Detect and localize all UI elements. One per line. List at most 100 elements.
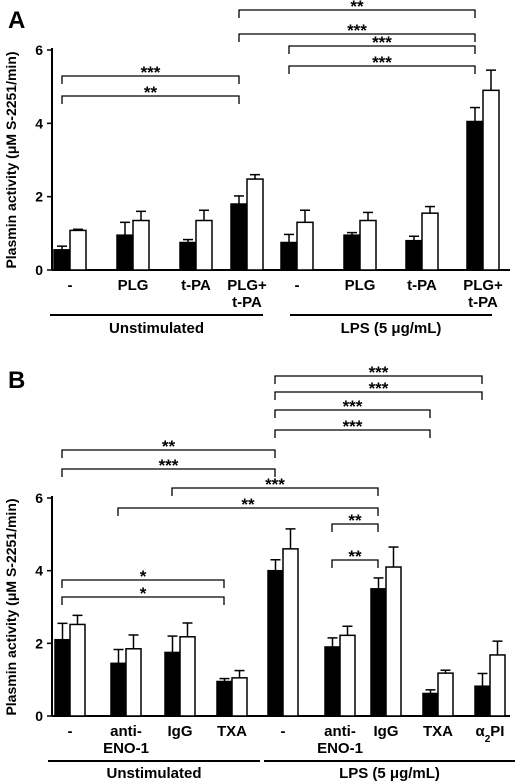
bar-white (385, 566, 402, 717)
significance-bracket (61, 468, 276, 477)
significance-label: *** (372, 53, 392, 72)
panel-label: B (8, 367, 25, 394)
bar-black (370, 588, 387, 717)
category-label: α2PI (476, 723, 505, 745)
y-tick-label: 0 (35, 708, 43, 724)
y-tick-label: 6 (35, 42, 43, 58)
category-label: anti- (324, 723, 356, 740)
bar-white (437, 672, 454, 717)
bar-white (421, 212, 439, 271)
y-tick-label: 4 (35, 563, 43, 579)
significance-bracket (331, 559, 379, 568)
panel-label: A (8, 7, 25, 34)
significance-label: *** (369, 363, 389, 382)
bar-white (69, 623, 86, 717)
bar-white (246, 178, 264, 271)
category-label: - (281, 723, 286, 740)
y-tick-label: 0 (35, 262, 43, 278)
significance-label: *** (343, 417, 363, 436)
category-label: IgG (374, 723, 399, 740)
category-label: PLG+ (227, 277, 267, 294)
y-tick-label: 2 (35, 635, 43, 651)
category-label: ENO-1 (317, 740, 363, 757)
significance-label: ** (348, 511, 362, 530)
bar-black (474, 685, 491, 717)
bar-black (343, 234, 361, 271)
significance-label: *** (265, 475, 285, 494)
bar-black (422, 692, 439, 717)
significance-label: *** (347, 21, 367, 40)
significance-label: *** (343, 397, 363, 416)
chart-panel-a: A Plasmin activity (μM S-2251/min) 0 2 4 6 - PL… (3, 0, 510, 337)
significance-bracket (288, 45, 476, 54)
significance-bracket (61, 95, 240, 104)
chart-panel-b: B Plasmin activity (μM S-2251/min) 0 2 4 6 - an… (3, 363, 515, 781)
significance-bracket (171, 487, 379, 496)
y-tick-label: 4 (35, 115, 43, 131)
significance-bracket (117, 507, 379, 516)
category-label: anti- (110, 723, 142, 740)
category-label: t-PA (181, 277, 211, 294)
bar-black (116, 234, 134, 271)
bar-white (69, 229, 87, 271)
bar-black (179, 241, 197, 271)
significance-bracket (274, 375, 483, 384)
bar-white (489, 654, 506, 717)
bar-white (231, 677, 248, 717)
category-label: IgG (168, 723, 193, 740)
significance-bracket (61, 449, 276, 458)
category-label: TXA (217, 723, 247, 740)
bar-black (324, 646, 341, 717)
significance-label: *** (372, 33, 392, 52)
bar-black (53, 249, 71, 271)
bar-black (267, 569, 284, 717)
category-label: PLG (345, 277, 376, 294)
significance-label: ** (350, 0, 364, 16)
significance-label: *** (369, 379, 389, 398)
bar-black (230, 203, 248, 271)
bar-white (296, 221, 314, 271)
significance-bracket (288, 65, 476, 74)
bar-white (482, 89, 500, 271)
significance-label: * (140, 584, 147, 603)
y-tick-label: 2 (35, 189, 43, 205)
bar-white (125, 648, 142, 717)
bar-white (179, 636, 196, 717)
bar-black (466, 120, 484, 271)
group-label: Unstimulated (109, 320, 204, 337)
significance-bracket (61, 596, 225, 605)
y-axis-label: Plasmin activity (μM S-2251/min) (3, 498, 19, 715)
significance-bracket (61, 75, 240, 84)
category-label: ENO-1 (103, 740, 149, 757)
y-axis-label: Plasmin activity (μM S-2251/min) (3, 51, 19, 268)
category-label: t-PA (468, 294, 498, 311)
bar-black (164, 651, 181, 717)
category-label: PLG (118, 277, 149, 294)
group-label: LPS (5 μg/mL) (341, 320, 442, 337)
category-label: PLG+ (463, 277, 503, 294)
bar-black (405, 239, 423, 271)
group-label: Unstimulated (106, 765, 201, 781)
significance-bracket (274, 409, 431, 418)
category-label: t-PA (407, 277, 437, 294)
category-label: t-PA (232, 294, 262, 311)
significance-label: ** (348, 547, 362, 566)
significance-label: ** (144, 83, 158, 102)
bar-white (282, 548, 299, 717)
group-label: LPS (5 μg/mL) (339, 765, 440, 781)
category-label: TXA (423, 723, 453, 740)
bar-black (216, 680, 233, 717)
category-label: - (295, 277, 300, 294)
significance-label: * (140, 567, 147, 586)
significance-label: ** (241, 495, 255, 514)
bar-black (280, 241, 298, 271)
significance-bracket (274, 391, 483, 400)
category-label: - (68, 277, 73, 294)
bar-black (54, 638, 71, 717)
significance-bracket (274, 429, 431, 438)
significance-label: ** (162, 437, 176, 456)
significance-label: *** (141, 63, 161, 82)
significance-bracket (61, 579, 225, 588)
category-label: - (68, 723, 73, 740)
